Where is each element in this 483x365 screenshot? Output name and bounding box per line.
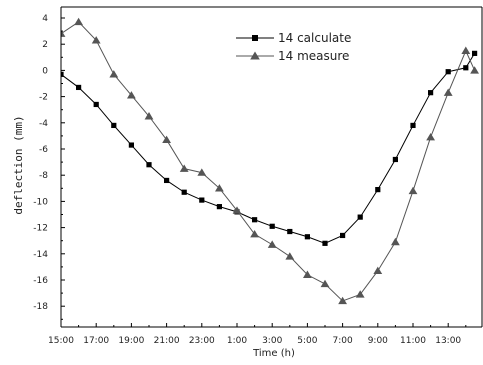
data-point-square bbox=[164, 177, 170, 184]
data-point-square bbox=[216, 204, 222, 210]
data-point-triangle bbox=[179, 164, 189, 172]
data-point-triangle bbox=[267, 240, 277, 248]
y-tick-label: -10 bbox=[33, 197, 48, 207]
x-tick-label: 15:00 bbox=[48, 336, 74, 346]
legend: 14 calculate 14 measure bbox=[236, 31, 351, 63]
y-tick-label: -2 bbox=[39, 93, 48, 103]
x-tick-label: 13:00 bbox=[435, 336, 461, 346]
legend-label: 14 calculate bbox=[278, 31, 351, 45]
data-point-square bbox=[199, 197, 205, 203]
x-tick-label: 17:00 bbox=[83, 336, 109, 346]
data-point-triangle bbox=[391, 237, 400, 246]
data-point-square bbox=[269, 223, 275, 229]
data-point-square bbox=[463, 65, 469, 71]
data-point-square bbox=[340, 232, 346, 239]
y-tick-label: -8 bbox=[39, 171, 48, 181]
data-point-square bbox=[128, 142, 134, 148]
data-point-square bbox=[76, 84, 82, 91]
data-point-triangle bbox=[285, 252, 295, 260]
y-tick-label: -12 bbox=[33, 224, 48, 234]
data-point-square bbox=[322, 240, 328, 246]
data-point-triangle bbox=[373, 266, 383, 275]
data-point-triangle bbox=[338, 296, 347, 305]
legend-marker-square bbox=[252, 35, 258, 41]
x-tick-label: 9:00 bbox=[368, 336, 388, 346]
x-tick-label: 23:00 bbox=[189, 336, 215, 346]
data-point-triangle bbox=[74, 17, 83, 26]
data-point-square bbox=[357, 214, 363, 220]
legend-label: 14 measure bbox=[278, 49, 349, 63]
data-point-square bbox=[93, 101, 99, 108]
x-tick-label: 19:00 bbox=[118, 336, 144, 346]
data-point-square bbox=[111, 122, 117, 129]
data-point-square bbox=[252, 217, 258, 223]
data-point-triangle bbox=[426, 133, 435, 141]
data-point-triangle bbox=[109, 70, 119, 78]
y-tick-label: 4 bbox=[42, 14, 48, 24]
legend-marker-triangle bbox=[250, 51, 260, 60]
data-point-square bbox=[61, 71, 64, 77]
data-point-square bbox=[287, 228, 293, 235]
data-point-square bbox=[181, 189, 187, 195]
series-measure bbox=[61, 17, 479, 305]
data-point-square bbox=[392, 156, 398, 163]
data-point-square bbox=[445, 69, 451, 75]
y-tick-label: 0 bbox=[42, 66, 48, 76]
data-point-triangle bbox=[215, 184, 224, 192]
data-point-square bbox=[428, 90, 434, 96]
data-point-triangle bbox=[197, 168, 207, 176]
data-point-triangle bbox=[443, 88, 453, 96]
y-tick-label: 2 bbox=[42, 40, 48, 50]
x-tick-label: 7:00 bbox=[332, 336, 352, 346]
data-point-square bbox=[472, 50, 478, 56]
y-tick-label: -16 bbox=[33, 276, 48, 286]
data-point-triangle bbox=[470, 66, 479, 74]
x-tick-label: 11:00 bbox=[400, 336, 426, 346]
plot-area bbox=[61, 17, 479, 305]
x-tick-label: 3:00 bbox=[262, 336, 282, 346]
y-tick-label: -14 bbox=[33, 250, 48, 260]
y-axis-title: deflection (mm) bbox=[12, 115, 25, 214]
x-tick-label: 21:00 bbox=[154, 336, 180, 346]
data-point-triangle bbox=[303, 270, 312, 278]
x-tick-label: 1:00 bbox=[227, 336, 247, 346]
y-tick-label: -6 bbox=[39, 145, 48, 155]
y-tick-label: -4 bbox=[39, 119, 48, 129]
y-tick-label: -18 bbox=[33, 302, 48, 312]
data-point-square bbox=[304, 234, 310, 240]
data-point-triangle bbox=[232, 206, 242, 214]
data-point-triangle bbox=[127, 91, 136, 99]
x-tick-label: 5:00 bbox=[297, 336, 317, 346]
data-point-triangle bbox=[91, 36, 101, 44]
data-point-triangle bbox=[408, 186, 418, 195]
data-point-triangle bbox=[250, 229, 259, 238]
data-point-triangle bbox=[320, 279, 330, 288]
data-point-square bbox=[375, 187, 381, 193]
data-point-triangle bbox=[162, 135, 171, 144]
axes: 4 2 0 -2 -4 -6 -8 -10 -12 -14 -16 -18 15:00 17:00 19:0… bbox=[33, 6, 483, 346]
data-point-triangle bbox=[144, 112, 154, 120]
x-axis-title: Time (h) bbox=[252, 348, 295, 359]
data-point-square bbox=[410, 122, 416, 129]
data-point-triangle bbox=[461, 46, 471, 54]
data-point-triangle bbox=[355, 290, 365, 298]
data-point-square bbox=[146, 162, 152, 168]
